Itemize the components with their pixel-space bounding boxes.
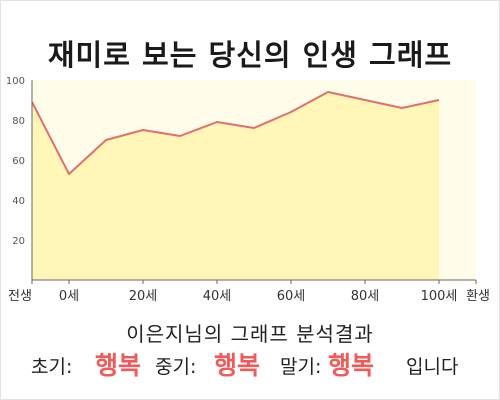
y-tick-label: 80 <box>12 116 25 127</box>
x-tick-label: 20세 <box>129 289 158 304</box>
y-tick-label: 60 <box>12 156 25 167</box>
page-title: 재미로 보는 당신의 인생 그래프 <box>47 38 453 72</box>
analysis-suffix: 입니다 <box>406 356 459 378</box>
area-fill <box>32 92 439 280</box>
x-tick-label: 60세 <box>277 289 306 304</box>
early-label: 초기: <box>31 356 73 378</box>
early-value: 행복 <box>95 351 142 380</box>
y-tick-label: 100 <box>6 76 25 87</box>
y-tick-label: 20 <box>12 236 25 247</box>
x-tick-label: 80세 <box>351 289 380 304</box>
late-label: 말기: <box>280 356 322 378</box>
y-tick-label: 40 <box>12 196 25 207</box>
analysis-title: 이은지님의 그래프 분석결과 <box>126 322 374 346</box>
mid-value: 행복 <box>214 351 261 380</box>
x-tick-label: 전생 <box>8 289 32 304</box>
analysis-summary: 초기: 행복 중기: 행복 말기: 행복 입니다 <box>0 346 500 382</box>
x-tick-label: 0세 <box>59 289 79 304</box>
x-tick-label: 환생 <box>466 289 490 304</box>
late-value: 행복 <box>328 351 375 380</box>
x-tick-label: 100세 <box>421 289 458 304</box>
mid-label: 중기: <box>155 356 197 378</box>
life-line <box>31 91 440 175</box>
x-tick-label: 40세 <box>203 289 232 304</box>
